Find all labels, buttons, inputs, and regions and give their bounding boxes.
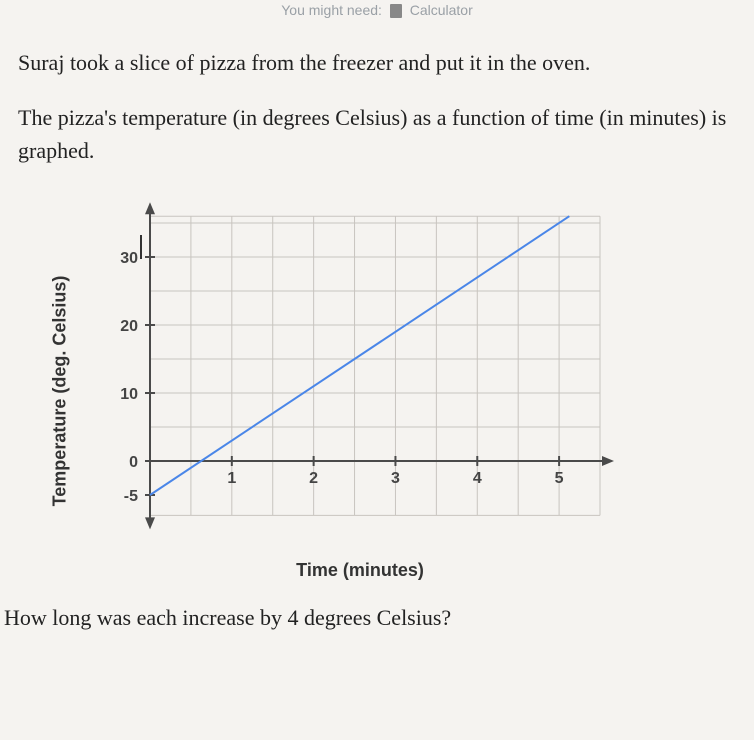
svg-text:0: 0 xyxy=(129,454,138,471)
hint-tool[interactable]: Calculator xyxy=(410,2,473,18)
problem-line-1: Suraj took a slice of pizza from the fre… xyxy=(18,46,736,79)
y-axis-label: Temperature (deg. Celsius) xyxy=(50,276,71,507)
svg-text:10: 10 xyxy=(120,386,138,403)
svg-text:3: 3 xyxy=(391,470,400,487)
svg-text:2: 2 xyxy=(309,470,318,487)
svg-text:1: 1 xyxy=(227,470,236,487)
svg-text:30: 30 xyxy=(120,250,138,267)
svg-text:20: 20 xyxy=(120,318,138,335)
chart-container: Temperature (deg. Celsius) 12345-5010203… xyxy=(90,201,630,581)
line-chart: 1 2 3 4 5 -5 0 10 20 30 xyxy=(90,201,630,541)
hint-prefix: You might need: xyxy=(281,2,382,18)
x-axis-label: Time (minutes) xyxy=(90,560,630,581)
question-text: How long was each increase by 4 degrees … xyxy=(0,581,754,631)
svg-text:-5: -5 xyxy=(124,488,138,505)
hint-bar: You might need: Calculator xyxy=(0,0,754,18)
calculator-icon[interactable] xyxy=(390,4,402,18)
svg-text:5: 5 xyxy=(555,470,564,487)
problem-statement: Suraj took a slice of pizza from the fre… xyxy=(0,18,754,201)
svg-text:4: 4 xyxy=(473,470,482,487)
problem-line-2: The pizza's temperature (in degrees Cels… xyxy=(18,101,736,167)
